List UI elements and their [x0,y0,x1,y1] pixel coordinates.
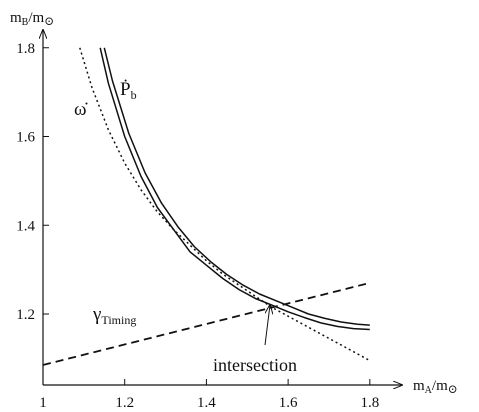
y-tick-label: 1.2 [16,307,35,323]
series-label-omega: ω̇ [74,99,89,120]
series-label-pb: Ṗb [120,79,137,102]
x-tick-label: 1.8 [360,395,379,411]
series-layer [42,47,371,366]
x-tick-label: 1.4 [197,395,216,411]
intersection-label: intersection [213,355,297,375]
series-line-1 [103,47,370,326]
series-line-3 [42,282,371,366]
y-tick-label: 1.6 [16,130,35,146]
series-line-0 [99,47,370,331]
x-axis-label: mA/m⊙ [413,378,458,396]
axes [43,30,402,385]
y-tick-label: 1.8 [16,41,35,57]
y-axis-label: mB/m⊙ [10,10,54,28]
intersection-arrow [264,305,270,346]
tick-labels: 1 1.2 1.4 1.6 1.8 1.2 1.4 1.6 1.8 [16,41,379,411]
series-label-gamma: γTiming [92,304,136,327]
x-tick-label: 1.6 [279,395,298,411]
tick-marks [42,47,371,385]
x-tick-label: 1.2 [115,395,134,411]
y-tick-label: 1.4 [16,218,35,234]
x-tick-label: 1 [39,395,47,411]
